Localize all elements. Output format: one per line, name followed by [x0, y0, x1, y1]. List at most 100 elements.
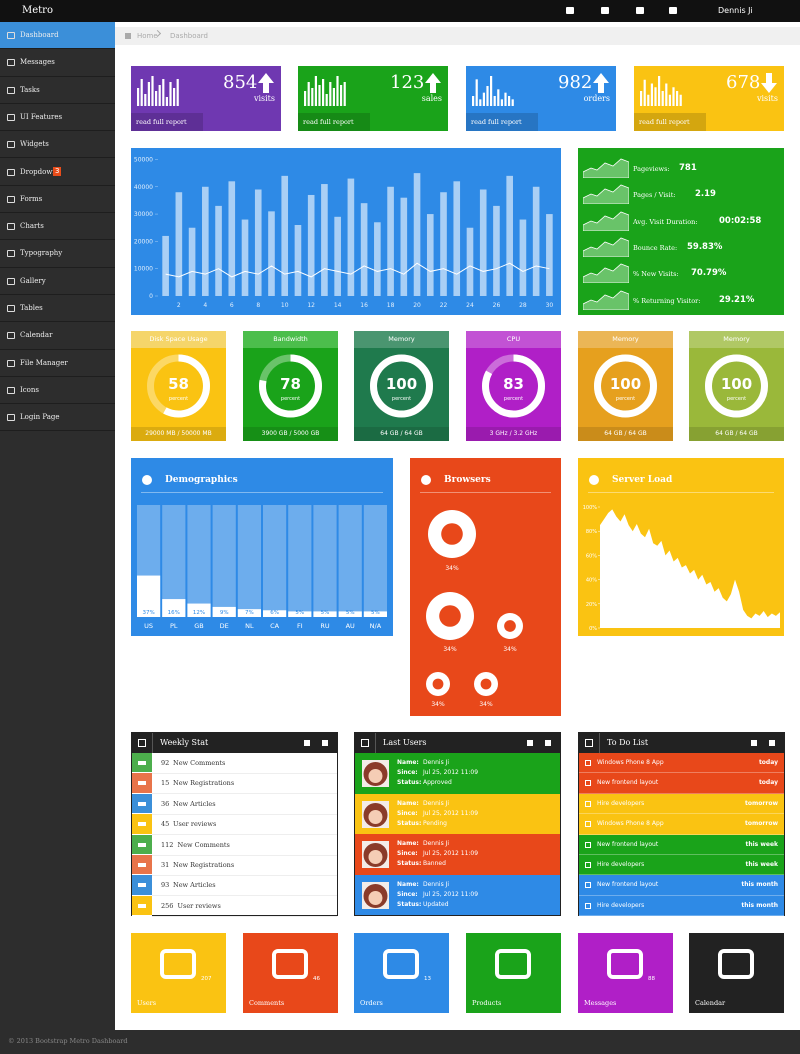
todo-when: this month	[741, 881, 778, 889]
todo-checkbox[interactable]	[585, 760, 591, 766]
todo-checkbox[interactable]	[585, 821, 591, 828]
panel-icon	[589, 475, 599, 485]
user-field-value: Jul 25, 2012 11:09	[423, 769, 479, 776]
gauge-footer-text: 3900 GB / 5000 GB	[261, 430, 320, 437]
shortcut-count: 13	[424, 976, 431, 982]
todo-checkbox[interactable]	[585, 862, 591, 868]
sparkline	[304, 76, 346, 106]
menu-label[interactable]: Login Page	[20, 413, 60, 422]
shortcut-tile[interactable]: 46 Comments	[243, 933, 338, 1013]
menu-item[interactable]: Widgets	[0, 131, 115, 159]
menu-label[interactable]: UI Features	[20, 112, 63, 121]
read-report[interactable]: read full report	[639, 118, 690, 126]
spark-bar	[176, 79, 179, 106]
bar-value-label: 7%	[245, 610, 254, 616]
breadcrumb-item[interactable]: Home	[137, 32, 158, 40]
sparkline	[640, 76, 682, 106]
widget-header: Weekly Stat	[132, 733, 337, 753]
bar	[453, 181, 461, 296]
gauge-tile: Memory 100 percent 64 GB / 64 GB	[354, 331, 449, 441]
menu-item[interactable]: Typography	[0, 240, 115, 268]
avatar	[362, 760, 389, 787]
menu-item[interactable]: Icons	[0, 377, 115, 405]
todo-checkbox[interactable]	[585, 780, 591, 787]
menu-label[interactable]: Widgets	[20, 140, 49, 149]
stat-sparkline	[583, 211, 629, 231]
menu-label[interactable]: Calendar	[20, 331, 53, 340]
menu-badge: 3	[53, 166, 62, 176]
user-row: Name: Dennis Ji Since: Jul 25, 2012 11:09 St…	[355, 874, 560, 915]
menu-item[interactable]: Calendar	[0, 322, 115, 350]
todo-row: Hire developers this month	[579, 895, 784, 917]
menu-label[interactable]: Charts	[20, 222, 44, 231]
bar-track	[338, 505, 362, 617]
icon-glyph	[138, 761, 146, 765]
menu-item[interactable]: UI Features	[0, 104, 115, 132]
todo-checkbox[interactable]	[585, 800, 591, 807]
menu-item[interactable]: Tasks	[0, 77, 115, 104]
stat-icon	[132, 753, 152, 774]
footer-text: © 2013 Bootstrap Metro Dashboard	[8, 1037, 128, 1045]
spark-bar	[490, 76, 493, 106]
shortcut-tile[interactable]: 13 Orders	[354, 933, 449, 1013]
user-field-value: Jul 25, 2012 11:09	[423, 890, 479, 898]
menu-item[interactable]: Tables	[0, 295, 115, 323]
widget-button[interactable]	[769, 740, 775, 746]
report-strip	[131, 113, 203, 131]
widget-button[interactable]	[304, 740, 310, 746]
menu-icon	[7, 59, 15, 67]
home-icon	[125, 33, 131, 39]
menu-label[interactable]: Tasks	[20, 85, 40, 94]
menu-label[interactable]: Forms	[20, 194, 43, 203]
stat-sparkline	[583, 290, 629, 310]
read-report[interactable]: read full report	[303, 118, 354, 126]
widget-button[interactable]	[751, 740, 757, 746]
menu-label[interactable]: Dropdown	[20, 167, 57, 176]
menu-label[interactable]: Gallery	[20, 276, 46, 285]
sparkline	[472, 76, 514, 106]
todo-checkbox[interactable]	[585, 841, 591, 848]
shortcut-tile[interactable]: Products	[466, 933, 561, 1013]
menu-label[interactable]: Icons	[20, 385, 40, 394]
menu-item[interactable]: Forms	[0, 186, 115, 214]
menu-label[interactable]: File Manager	[20, 358, 68, 367]
menu-icon	[7, 359, 15, 367]
trend-arrow	[761, 73, 777, 93]
bar	[288, 611, 312, 617]
browser-share: 34%	[431, 701, 445, 708]
read-report[interactable]: read full report	[471, 118, 522, 126]
gauge-arc	[370, 354, 433, 418]
menu-item[interactable]: Messages	[0, 49, 115, 77]
spark-bar	[311, 88, 314, 106]
widget-button[interactable]	[545, 740, 551, 746]
x-tick-label: 4	[203, 302, 207, 309]
stat-text: New Registrations	[173, 861, 235, 869]
menu-item[interactable]: Dashboard	[0, 22, 115, 50]
icon-shape	[383, 949, 419, 979]
read-report[interactable]: read full report	[136, 118, 187, 126]
menu-item[interactable]: File Manager	[0, 350, 115, 377]
widget-button[interactable]	[322, 740, 328, 746]
todo-checkbox[interactable]	[585, 902, 591, 909]
shortcut-tile[interactable]: 207 Users	[131, 933, 226, 1013]
menu-label[interactable]: Typography	[20, 249, 63, 258]
stat-name: % Returning Visitor:	[633, 296, 701, 305]
menu-item[interactable]: Login Page	[0, 404, 115, 432]
gauge-header	[689, 331, 784, 348]
stat-tile: 982 orders read full report	[466, 66, 616, 131]
menu-label[interactable]: Messages	[20, 58, 55, 67]
menu-item[interactable]: Charts	[0, 213, 115, 241]
menu-item[interactable]: Gallery	[0, 268, 115, 295]
todo-when: tomorrow	[745, 820, 778, 828]
widget-button[interactable]	[527, 740, 533, 746]
gauge-arc	[147, 354, 210, 418]
shortcut-label: Orders	[360, 999, 383, 1007]
menu-label[interactable]: Tables	[20, 304, 43, 312]
shortcut-tile[interactable]: Calendar	[689, 933, 784, 1013]
menu-item[interactable]: Dropdown 3	[0, 159, 115, 186]
todo-checkbox[interactable]	[585, 882, 591, 889]
stat-sparkline	[583, 158, 629, 178]
menu-label[interactable]: Dashboard	[20, 31, 59, 39]
report-strip	[466, 113, 538, 131]
shortcut-tile[interactable]: 88 Messages	[578, 933, 673, 1013]
